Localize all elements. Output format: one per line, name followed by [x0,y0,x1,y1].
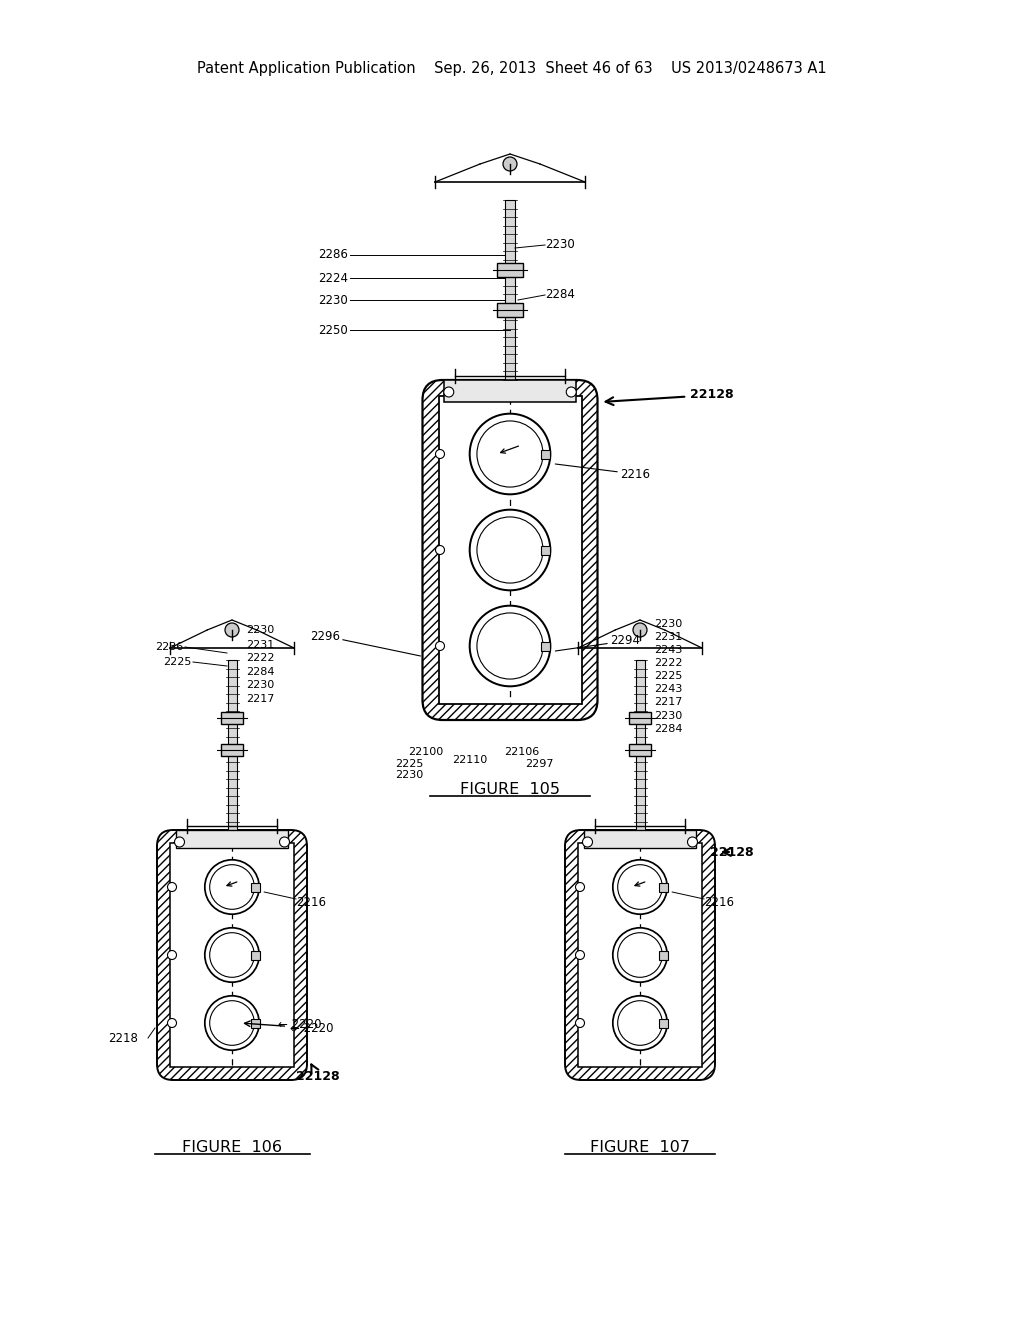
Circle shape [168,883,176,891]
Text: 2230: 2230 [395,770,423,780]
Circle shape [470,413,550,494]
Circle shape [470,606,550,686]
Bar [221,744,243,756]
Bar [629,711,651,723]
Circle shape [583,837,593,847]
Text: 2216: 2216 [296,895,326,908]
Text: 22128: 22128 [296,1064,340,1084]
Circle shape [503,157,517,172]
Text: 2243: 2243 [654,684,682,694]
Circle shape [687,837,697,847]
Text: 2225: 2225 [163,657,191,667]
Text: ← 2220: ← 2220 [278,1019,322,1031]
Text: 2296: 2296 [310,630,421,656]
Text: 2231: 2231 [654,632,682,642]
Text: 22128: 22128 [605,388,733,405]
Bar [227,660,237,830]
Bar [497,263,523,277]
Circle shape [633,623,647,638]
Text: 2230: 2230 [246,680,274,690]
Circle shape [435,545,444,554]
Text: 2216: 2216 [705,895,734,908]
Text: 2284: 2284 [654,723,683,734]
Bar [438,396,582,704]
Circle shape [575,950,585,960]
Bar [221,711,243,723]
Circle shape [612,928,668,982]
Text: 22100: 22100 [408,747,443,756]
Text: 2243: 2243 [654,645,682,655]
Text: 2297: 2297 [525,759,554,770]
Text: 2236: 2236 [155,642,183,652]
Circle shape [435,450,444,458]
Text: 2225: 2225 [654,671,682,681]
Text: 2250: 2250 [318,323,348,337]
Circle shape [205,859,259,915]
FancyBboxPatch shape [565,830,715,1080]
Text: 2230: 2230 [246,624,274,635]
Bar [659,883,669,891]
Text: 2284: 2284 [246,667,274,677]
Circle shape [205,928,259,982]
Text: 22106: 22106 [504,747,540,756]
Circle shape [168,950,176,960]
Text: 2216: 2216 [555,465,650,480]
Bar [578,843,702,1067]
Bar [541,642,550,651]
Circle shape [612,995,668,1051]
Text: FIGURE  106: FIGURE 106 [182,1140,282,1155]
Circle shape [575,1019,585,1027]
Bar [252,950,260,960]
Circle shape [168,1019,176,1027]
Text: 22110: 22110 [452,755,487,766]
Circle shape [280,837,290,847]
Text: 22128: 22128 [710,846,754,858]
Bar [629,744,651,756]
Bar [252,1019,260,1027]
Text: 2231: 2231 [246,640,274,649]
Bar [170,843,294,1067]
Bar [497,304,523,317]
FancyBboxPatch shape [157,830,307,1080]
Bar [541,545,550,554]
Circle shape [575,883,585,891]
Bar [176,830,288,847]
Circle shape [225,623,239,638]
Text: 2222: 2222 [246,653,274,663]
Text: 2286: 2286 [318,248,348,261]
Circle shape [443,387,454,397]
Text: 2217: 2217 [654,697,682,708]
Text: ← 2220: ← 2220 [245,1020,334,1035]
Bar [444,380,575,403]
Circle shape [435,642,444,651]
Text: Patent Application Publication    Sep. 26, 2013  Sheet 46 of 63    US 2013/02486: Patent Application Publication Sep. 26, … [198,61,826,75]
Bar [636,660,644,830]
Bar [659,1019,669,1027]
Text: FIGURE  107: FIGURE 107 [590,1140,690,1155]
Text: 2224: 2224 [318,272,348,285]
Text: FIGURE  105: FIGURE 105 [460,783,560,797]
Text: 2294: 2294 [555,635,640,651]
Text: 2230: 2230 [654,711,682,721]
Circle shape [470,510,550,590]
Text: 2284: 2284 [545,289,574,301]
Circle shape [566,387,577,397]
Circle shape [612,859,668,915]
Text: 2218: 2218 [108,1031,138,1044]
FancyBboxPatch shape [423,380,597,719]
Text: 2225: 2225 [395,759,423,770]
Circle shape [174,837,184,847]
Bar [659,950,669,960]
Bar [541,450,550,458]
Bar [584,830,696,847]
Text: 2222: 2222 [654,657,683,668]
Text: 2217: 2217 [246,694,274,704]
Text: 2230: 2230 [318,293,348,306]
Circle shape [205,995,259,1051]
Bar [505,201,515,380]
Text: 2230: 2230 [654,619,682,630]
Bar [252,883,260,891]
Text: 2230: 2230 [545,239,574,252]
